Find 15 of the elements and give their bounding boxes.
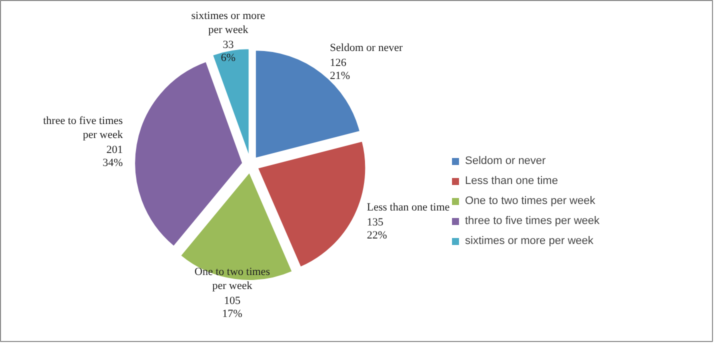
data-label: 135 22% [366, 216, 388, 242]
data-label: 201 34% [102, 144, 123, 170]
legend-label: sixtimes or more per week [465, 235, 594, 247]
legend-label: Seldom or never [465, 155, 546, 167]
data-label: 105 17% [222, 294, 242, 320]
slice-label: sixtimes or more per week [191, 10, 266, 36]
slice-label: One to two times per week [194, 266, 270, 292]
legend-label: One to two times per week [465, 195, 596, 207]
slice-label: Seldom or never [330, 42, 403, 54]
legend-label: three to five times per week [465, 215, 600, 227]
data-label: 33 6% [220, 38, 236, 64]
slice-label: Less than one time [366, 202, 450, 214]
data-label: 126 21% [330, 57, 350, 82]
legend-label: Less than one time [465, 175, 558, 187]
slice-label: three to five times per week [43, 115, 124, 142]
